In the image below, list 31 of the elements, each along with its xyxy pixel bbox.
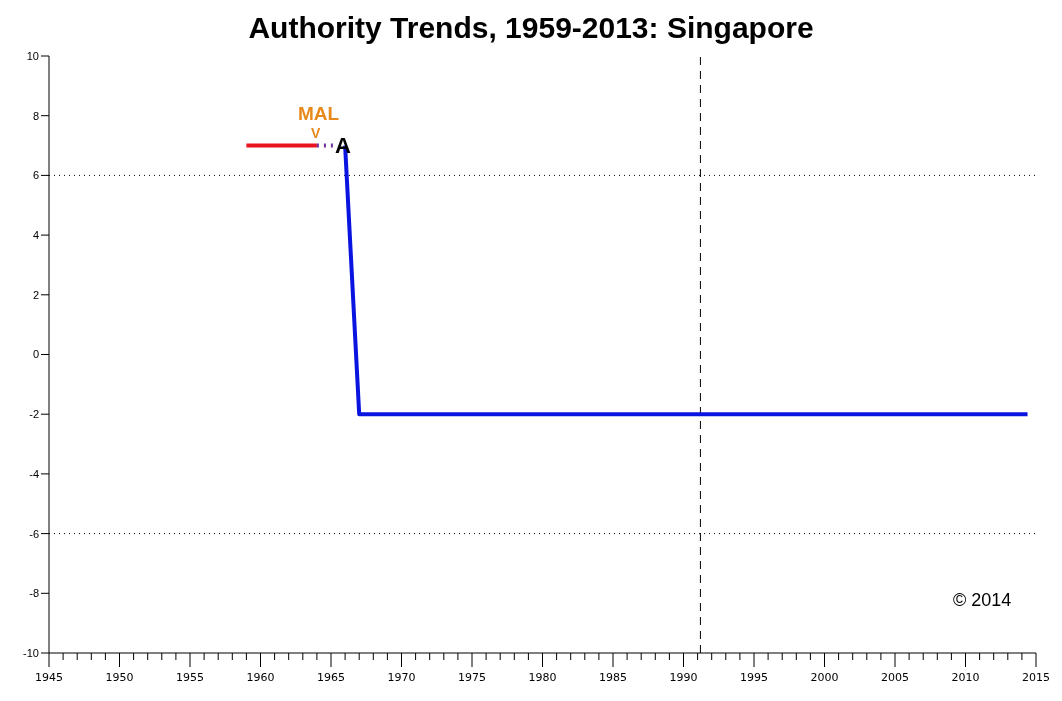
y-tick-label: -10 (23, 646, 39, 659)
annotation: © 2014 (953, 590, 1012, 610)
y-tick-label: -2 (29, 408, 39, 421)
x-tick-label: 1970 (387, 671, 416, 684)
y-tick-label: 6 (32, 169, 39, 182)
y-tick-label: -8 (29, 587, 39, 600)
x-tick-label: 1950 (105, 671, 134, 684)
x-tick-label: 1975 (458, 671, 486, 684)
x-tick-label: 1995 (740, 671, 768, 684)
y-tick-label: 4 (32, 229, 39, 242)
annotation: A (335, 133, 351, 158)
x-tick-label: 1945 (35, 671, 63, 684)
y-tick-label: 0 (32, 348, 39, 361)
x-tick-label: 1990 (669, 671, 698, 684)
annotation: MAL (298, 103, 340, 124)
x-tick-label: 1955 (176, 671, 204, 684)
y-tick-label: 10 (26, 49, 39, 62)
y-tick-label: -6 (29, 527, 39, 540)
x-tick-label: 2010 (951, 671, 980, 684)
x-tick-label: 2000 (810, 671, 839, 684)
x-tick-label: 1980 (528, 671, 557, 684)
chart-title: Authority Trends, 1959-2013: Singapore (248, 11, 814, 44)
x-tick-label: 2015 (1022, 671, 1050, 684)
y-tick-label: 8 (32, 109, 39, 122)
y-tick-label: 2 (32, 288, 39, 301)
x-tick-label: 1965 (317, 671, 345, 684)
x-tick-label: 1960 (246, 671, 275, 684)
annotation: V (311, 125, 321, 141)
x-tick-label: 2005 (881, 671, 909, 684)
x-tick-label: 1985 (599, 671, 627, 684)
y-tick-label: -4 (29, 467, 39, 480)
